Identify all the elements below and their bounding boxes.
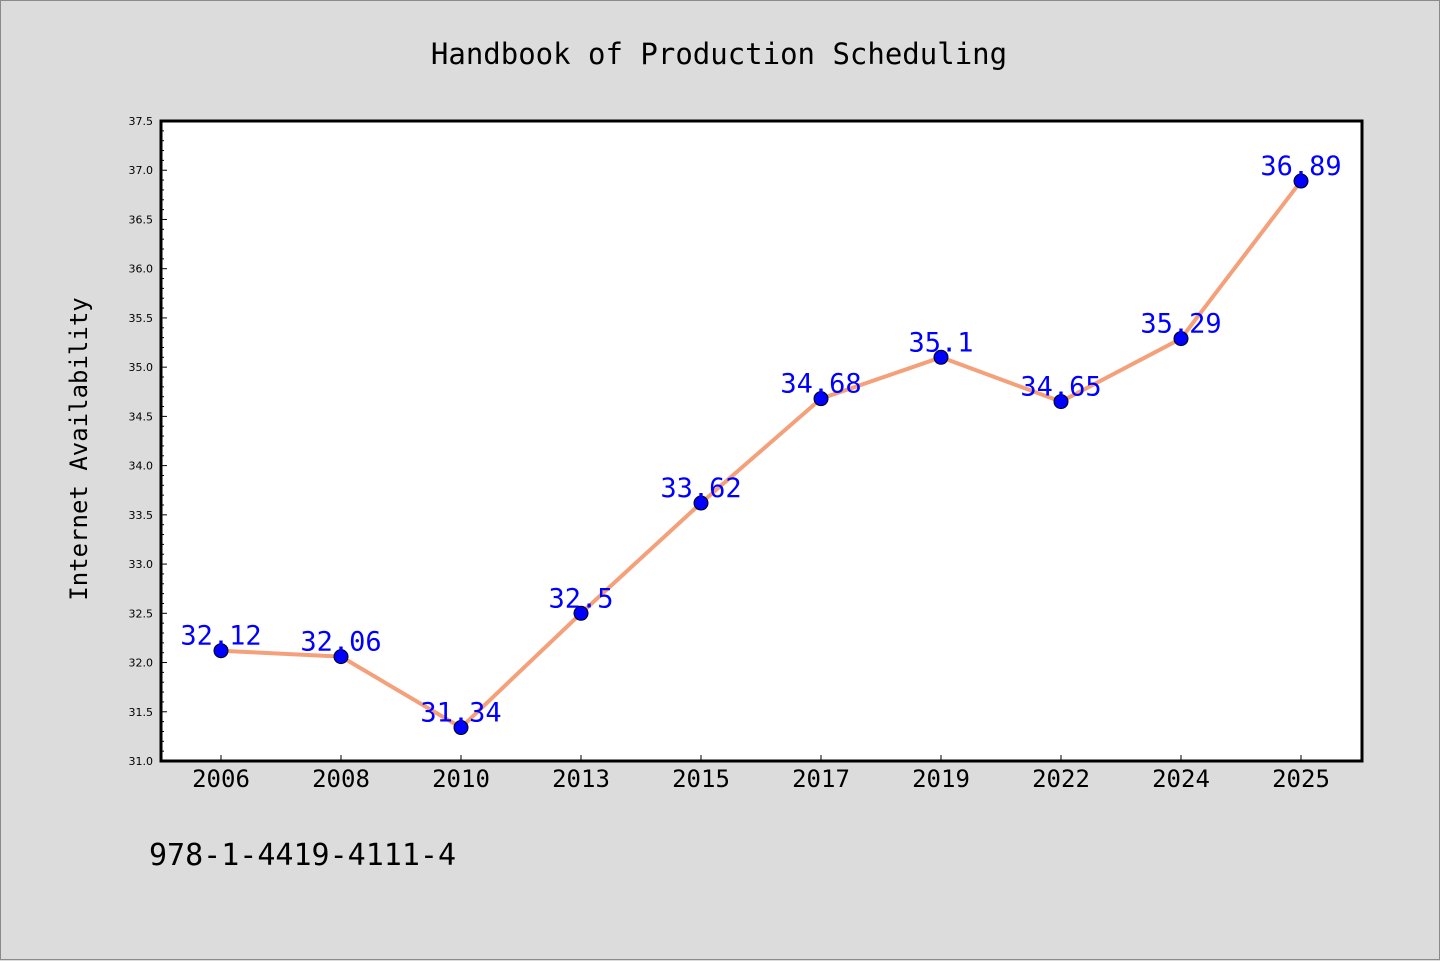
y-tick-label: 32.5 [129, 607, 154, 620]
x-tick-label: 2019 [912, 765, 970, 793]
plot-area [159, 119, 1364, 763]
y-tick-label: 31.0 [129, 755, 154, 768]
data-point-marker [1053, 394, 1069, 410]
series-line-group [219, 179, 1303, 730]
data-point-marker [1173, 331, 1189, 347]
y-tick-label: 32.0 [129, 657, 154, 670]
x-tick-label: 2013 [552, 765, 610, 793]
data-label: 35.1 [908, 327, 973, 358]
data-point-marker [213, 643, 229, 659]
x-tick-label: 2010 [432, 765, 490, 793]
markers-group [213, 173, 1309, 736]
y-tick-label: 33.0 [129, 558, 154, 571]
data-point-marker [813, 391, 829, 407]
data-label: 34.65 [1020, 372, 1101, 403]
x-tick-label: 2025 [1272, 765, 1330, 793]
data-label: 32.06 [300, 627, 381, 658]
data-point-marker [1293, 173, 1309, 189]
x-tick-label: 2017 [792, 765, 850, 793]
y-axis-label: Internet Availability [65, 297, 93, 600]
data-label: 32.5 [548, 583, 613, 614]
y-tick-label: 37.0 [129, 164, 154, 177]
data-label: 33.62 [660, 473, 741, 504]
data-label: 36.89 [1260, 151, 1341, 182]
y-tick-label: 34.5 [129, 410, 154, 423]
series-line [219, 179, 1303, 730]
x-tick-label: 2008 [312, 765, 370, 793]
y-tick-label: 34.0 [129, 460, 154, 473]
y-tick-label: 35.0 [129, 361, 154, 374]
y-tick-label: 37.5 [129, 115, 154, 128]
y-tick-label: 31.5 [129, 706, 154, 719]
data-label: 35.29 [1140, 309, 1221, 340]
data-label: 31.34 [420, 698, 501, 729]
data-point-marker [453, 720, 469, 736]
x-tick-label: 2006 [192, 765, 250, 793]
y-axis: 31.0 31.5 32.0 32.5 33.0 33.5 34.0 34.5 35.0 35.5… [129, 115, 167, 768]
y-tick-label: 33.5 [129, 509, 154, 522]
x-tick-label: 2024 [1152, 765, 1210, 793]
y-tick-label: 36.0 [129, 263, 154, 276]
data-point-marker [933, 349, 949, 365]
x-tick-label: 2015 [672, 765, 730, 793]
x-axis: 2006 2008 2010 2013 2015 2017 2019 2022 2024 2025 [192, 755, 1330, 793]
data-label: 32.12 [180, 621, 261, 652]
chart-title: Handbook of Production Scheduling [431, 37, 1007, 71]
data-point-marker [693, 495, 709, 511]
y-tick-label: 36.5 [129, 213, 154, 226]
data-point-marker [333, 649, 349, 665]
x-tick-label: 2022 [1032, 765, 1090, 793]
data-point-marker [573, 605, 589, 621]
y-tick-label: 35.5 [129, 312, 154, 325]
data-labels-group: 32.12 32.06 31.34 32.5 33.62 34.68 35.1 34.65 35… [180, 151, 1341, 728]
data-label: 34.68 [780, 369, 861, 400]
footer-isbn: 978-1-4419-4111-4 [149, 838, 456, 873]
